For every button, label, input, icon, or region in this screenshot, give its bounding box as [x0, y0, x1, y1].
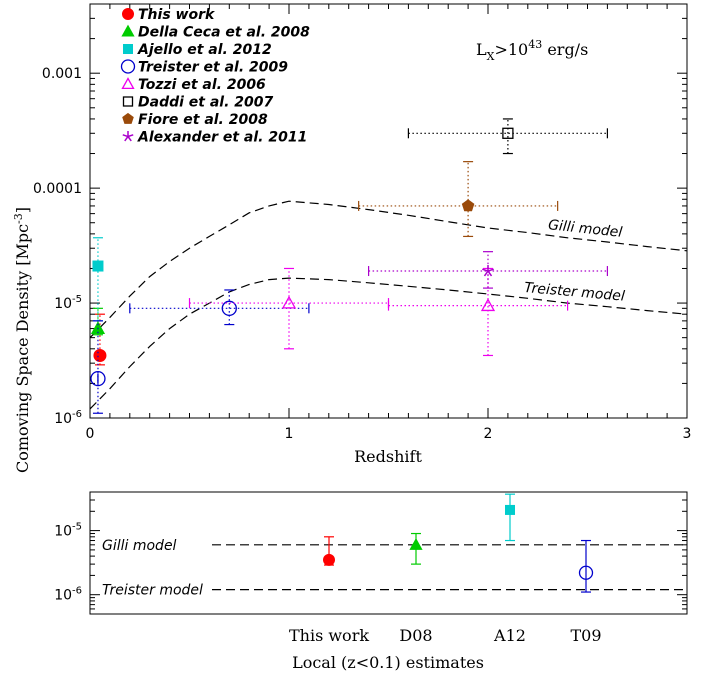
marker-open-circle — [221, 300, 237, 316]
legend-label: Daddi et al. 2007 — [138, 95, 274, 111]
y-tick-label: 0.001 — [42, 66, 82, 82]
y-axis-label: Comoving Space Density [Mpc-3] — [12, 207, 32, 473]
marker-open-circle — [578, 565, 594, 580]
marker-filled-triangle — [409, 537, 423, 550]
x-tick-label: 0 — [86, 426, 95, 442]
local-plot-frame — [89, 491, 688, 615]
local-model-lines: Gilli model Treister model — [102, 538, 687, 599]
x-tick-label: 1 — [285, 426, 294, 442]
local-model-label: Treister model — [102, 583, 203, 599]
local-data-point — [409, 532, 423, 565]
x-tick-label: 3 — [683, 426, 692, 442]
local-category-label: T09 — [570, 626, 601, 645]
y-tick-label: 0.0001 — [33, 181, 82, 197]
marker-filled-circle — [122, 8, 134, 20]
marker-filled-triangle — [121, 24, 135, 37]
local-category-label: D08 — [399, 626, 432, 645]
main-points — [90, 118, 609, 414]
legend-label: Treister et al. 2009 — [138, 60, 288, 76]
model-curve — [89, 200, 688, 339]
marker-filled-circle — [93, 348, 107, 362]
data-point — [368, 251, 609, 289]
data-point — [129, 289, 310, 326]
main-ticks: 0 1 2 3 10-6 10-5 0.0001 0.001 — [33, 3, 692, 442]
marker-open-square — [122, 96, 134, 107]
local-data-point — [505, 493, 515, 542]
annotation-subscript: X — [487, 50, 495, 63]
legend-label: Ajello et al. 2012 — [137, 42, 272, 58]
data-point — [90, 320, 106, 414]
x-tick-label: 2 — [484, 426, 493, 442]
marker-open-square — [502, 127, 514, 139]
annotation-superscript: 43 — [528, 38, 542, 51]
legend-label: Tozzi et al. 2006 — [138, 77, 266, 93]
data-point — [407, 118, 609, 155]
marker-star — [482, 265, 494, 277]
local-y-tick-label: 10-6 — [54, 586, 82, 604]
local-category-label: This work — [289, 626, 369, 645]
local-data-point — [323, 536, 335, 566]
local-y-tick-label: 10-5 — [54, 522, 82, 540]
marker-open-triangle — [281, 295, 297, 309]
marker-filled-circle — [323, 553, 335, 566]
local-x-axis-label: Local (z<0.1) estimates — [292, 653, 484, 672]
data-point — [93, 313, 107, 366]
data-point — [188, 267, 390, 350]
data-point — [358, 161, 559, 238]
legend-label: Fiore et al. 2008 — [138, 112, 268, 128]
legend-label: Della Ceca et al. 2008 — [138, 25, 310, 41]
marker-filled-square — [505, 504, 515, 515]
legend-label: Alexander et al. 2011 — [137, 130, 307, 146]
marker-open-triangle — [121, 77, 135, 90]
x-axis-label: Redshift — [354, 447, 422, 466]
marker-open-triangle — [480, 298, 496, 312]
local-panel: 10-6 10-5 Gilli model Treister model This … — [54, 491, 688, 672]
y-tick-label: 10-5 — [54, 294, 82, 312]
marker-filled-square — [92, 260, 104, 272]
model-label: Gilli model — [547, 217, 623, 241]
marker-open-circle — [90, 370, 106, 387]
marker-filled-pentagon — [122, 112, 134, 124]
marker-star — [122, 131, 134, 142]
local-points — [323, 493, 594, 593]
legend-label: This work — [138, 7, 216, 23]
local-data-point — [578, 539, 594, 593]
model-curve — [89, 277, 688, 410]
marker-filled-square — [123, 44, 133, 54]
local-category-labels: This work D08 A12 T09 — [289, 626, 602, 645]
model-label: Treister model — [523, 280, 625, 305]
local-model-label: Gilli model — [102, 538, 177, 554]
annotation-luminosity: LX>1043 erg/s — [476, 38, 588, 63]
local-category-label: A12 — [493, 626, 526, 645]
marker-open-circle — [120, 59, 136, 74]
main-panel: 0 1 2 3 10-6 10-5 0.0001 0.001 Gilli model Treis… — [12, 3, 692, 473]
marker-filled-pentagon — [461, 199, 475, 212]
y-tick-label: 10-6 — [54, 409, 82, 427]
y-axis-label-superscript: -3 — [12, 213, 25, 224]
